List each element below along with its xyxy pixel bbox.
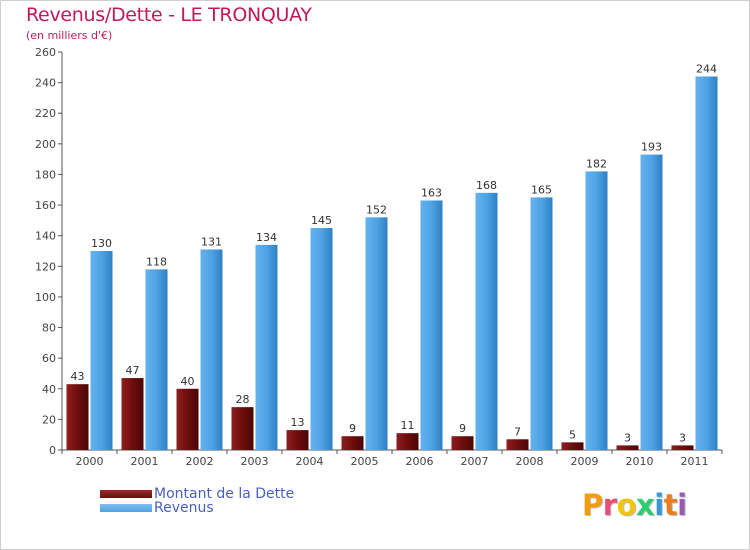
x-tick-label: 2003 (241, 455, 269, 468)
bar-revenus (640, 154, 663, 451)
bar-dette (671, 445, 694, 450)
y-tick-label: 20 (42, 413, 56, 426)
bar-revenus (695, 76, 718, 450)
x-tick-label: 2005 (351, 455, 379, 468)
bar-revenus (530, 197, 553, 450)
y-tick-label: 160 (35, 199, 56, 212)
x-tick-label: 2002 (186, 455, 214, 468)
bar-revenus (145, 269, 168, 450)
logo-letter: i (654, 488, 664, 522)
data-label-revenus: 168 (476, 179, 497, 192)
bar-dette (121, 378, 144, 450)
logo-letter: o (616, 488, 637, 522)
bar-revenus (90, 251, 113, 450)
bar-revenus (310, 228, 333, 450)
x-tick-label: 2006 (406, 455, 434, 468)
data-label-dette: 13 (291, 416, 305, 429)
y-tick-label: 100 (35, 291, 56, 304)
chart-title: Revenus/Dette - LE TRONQUAY (26, 4, 312, 26)
data-label-revenus: 152 (366, 203, 387, 216)
x-tick-label: 2010 (626, 455, 654, 468)
bar-dette (561, 442, 584, 450)
x-tick-label: 2011 (681, 455, 709, 468)
bar-revenus (255, 244, 278, 450)
bar-revenus (365, 217, 388, 450)
data-label-revenus: 118 (146, 255, 167, 268)
bar-revenus (475, 192, 498, 451)
legend-item-dette: Montant de la Dette (100, 486, 294, 502)
bar-dette (66, 384, 89, 450)
data-label-dette: 40 (181, 375, 195, 388)
y-tick-label: 140 (35, 230, 56, 243)
logo-letter: r (602, 488, 617, 522)
data-label-dette: 3 (624, 431, 631, 444)
data-label-revenus: 131 (201, 235, 222, 248)
logo-letter: t (663, 488, 678, 522)
bar-dette (396, 433, 419, 450)
bar-dette (176, 388, 199, 450)
legend-swatch-revenus (100, 504, 152, 512)
data-label-dette: 9 (349, 422, 356, 435)
y-tick-label: 220 (35, 107, 56, 120)
y-tick-label: 80 (42, 322, 56, 335)
x-tick-label: 2004 (296, 455, 324, 468)
data-label-revenus: 193 (641, 141, 662, 154)
data-label-revenus: 134 (256, 231, 277, 244)
legend-label-dette: Montant de la Dette (154, 486, 295, 502)
data-label-revenus: 163 (421, 186, 442, 199)
bar-dette (286, 430, 309, 450)
data-label-dette: 9 (459, 422, 466, 435)
data-label-revenus: 182 (586, 157, 607, 170)
bar-revenus (200, 249, 223, 450)
legend-item-revenus: Revenus (100, 500, 214, 516)
data-label-dette: 43 (71, 370, 85, 383)
data-label-dette: 7 (514, 425, 521, 438)
y-tick-label: 120 (35, 260, 56, 273)
y-tick-label: 0 (49, 444, 56, 457)
bar-dette (616, 445, 639, 450)
legend-label-revenus: Revenus (154, 500, 214, 516)
y-tick-label: 40 (42, 383, 56, 396)
data-label-dette: 28 (236, 393, 250, 406)
data-label-dette: 11 (401, 419, 415, 432)
data-label-revenus: 165 (531, 183, 552, 196)
bar-revenus (585, 171, 608, 450)
y-tick-label: 180 (35, 168, 56, 181)
x-tick-label: 2000 (76, 455, 104, 468)
x-tick-label: 2007 (461, 455, 489, 468)
x-tick-label: 2008 (516, 455, 544, 468)
data-label-dette: 3 (679, 431, 686, 444)
data-label-revenus: 130 (91, 237, 112, 250)
logo-letter: i (677, 488, 687, 522)
logo-letter: x (636, 488, 655, 522)
bar-dette (341, 436, 364, 450)
x-tick-label: 2009 (571, 455, 599, 468)
bar-dette (451, 436, 474, 450)
legend-swatch-dette (100, 490, 152, 498)
bar-dette (506, 439, 529, 450)
data-label-revenus: 145 (311, 214, 332, 227)
data-label-revenus: 244 (696, 62, 717, 75)
chart-subtitle: (en milliers d'€) (26, 29, 113, 42)
y-tick-label: 240 (35, 77, 56, 90)
logo-letter: P (582, 488, 603, 522)
proxiti-logo: Proxiti (582, 488, 687, 522)
x-tick-label: 2001 (131, 455, 159, 468)
y-tick-label: 260 (35, 46, 56, 59)
bar-revenus (420, 200, 443, 450)
y-tick-label: 200 (35, 138, 56, 151)
bar-dette (231, 407, 254, 450)
y-tick-label: 60 (42, 352, 56, 365)
data-label-dette: 5 (569, 428, 576, 441)
data-label-dette: 47 (126, 364, 140, 377)
